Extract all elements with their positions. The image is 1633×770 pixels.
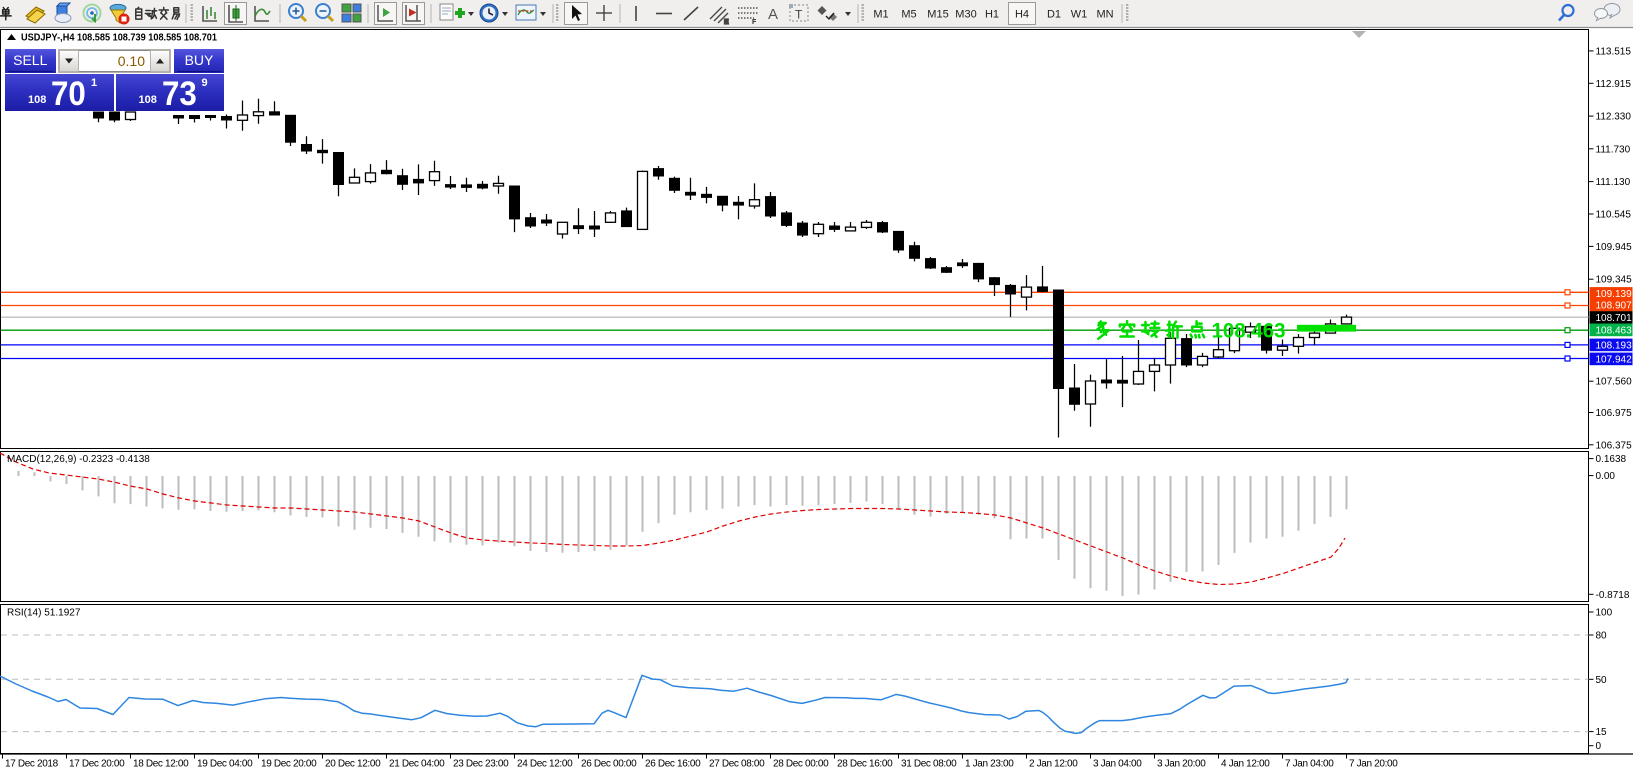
svg-text:109.345: 109.345 [1596,275,1633,286]
svg-text:17 Dec 2018: 17 Dec 2018 [5,759,59,770]
svg-text:17 Dec 20:00: 17 Dec 20:00 [69,759,125,770]
svg-text:19 Dec 20:00: 19 Dec 20:00 [261,759,317,770]
svg-text:RSI(14) 51.1927: RSI(14) 51.1927 [7,608,81,619]
svg-text:107.942: 107.942 [1596,354,1633,365]
svg-text:111.130: 111.130 [1596,177,1631,188]
svg-text:109.139: 109.139 [1596,289,1633,300]
svg-text:-0.8718: -0.8718 [1596,590,1630,601]
svg-text:3 Jan 20:00: 3 Jan 20:00 [1157,759,1206,770]
svg-text:1 Jan 23:00: 1 Jan 23:00 [965,759,1014,770]
svg-text:T: T [795,8,803,22]
svg-text:M15: M15 [927,9,948,21]
svg-text:H4: H4 [1015,9,1029,21]
svg-text:108.907: 108.907 [1596,301,1633,312]
svg-text:109.945: 109.945 [1596,242,1633,253]
svg-text:100: 100 [1596,608,1613,619]
svg-text:E: E [724,19,729,26]
svg-text:MN: MN [1096,9,1113,21]
svg-text:18 Dec 12:00: 18 Dec 12:00 [133,759,189,770]
svg-text:7 Jan 20:00: 7 Jan 20:00 [1349,759,1398,770]
svg-text:111.730: 111.730 [1596,144,1631,155]
svg-text:20 Dec 12:00: 20 Dec 12:00 [325,759,381,770]
svg-text:108.463: 108.463 [1212,320,1286,343]
svg-text:3 Jan 04:00: 3 Jan 04:00 [1093,759,1142,770]
svg-text:26 Dec 00:00: 26 Dec 00:00 [581,759,637,770]
svg-text:26 Dec 16:00: 26 Dec 16:00 [645,759,701,770]
svg-text:USDJPY-,H4 108.585 108.739 10: USDJPY-,H4 108.585 108.739 108.585 108.7… [21,32,217,44]
svg-text:D1: D1 [1047,9,1061,21]
svg-text:0: 0 [1596,741,1602,752]
svg-text:28 Dec 00:00: 28 Dec 00:00 [773,759,829,770]
svg-text:106.375: 106.375 [1596,440,1633,451]
svg-text:31 Dec 08:00: 31 Dec 08:00 [901,759,957,770]
svg-text:7 Jan 04:00: 7 Jan 04:00 [1285,759,1334,770]
svg-text:M5: M5 [901,9,916,21]
svg-text:110.545: 110.545 [1596,210,1632,221]
svg-text:21 Dec 04:00: 21 Dec 04:00 [389,759,445,770]
svg-text:H1: H1 [985,9,999,21]
svg-text:W1: W1 [1071,9,1088,21]
svg-text:0.00: 0.00 [1596,471,1616,482]
svg-text:MACD(12,26,9) -0.2323 -0.4138: MACD(12,26,9) -0.2323 -0.4138 [7,454,150,465]
svg-text:0.1638: 0.1638 [1596,454,1627,465]
svg-text:28 Dec 16:00: 28 Dec 16:00 [837,759,893,770]
svg-text:19 Dec 04:00: 19 Dec 04:00 [197,759,253,770]
svg-text:2 Jan 12:00: 2 Jan 12:00 [1029,759,1078,770]
svg-text:4 Jan 12:00: 4 Jan 12:00 [1221,759,1270,770]
svg-text:24 Dec 12:00: 24 Dec 12:00 [517,759,573,770]
svg-text:106.975: 106.975 [1596,408,1633,419]
svg-text:108.193: 108.193 [1596,340,1633,351]
svg-text:113.515: 113.515 [1596,46,1632,57]
svg-text:27 Dec 08:00: 27 Dec 08:00 [709,759,765,770]
svg-text:108.701: 108.701 [1596,313,1633,324]
svg-text:F: F [752,19,757,26]
svg-text:15: 15 [1596,727,1608,738]
svg-text:A: A [768,6,778,23]
svg-text:23 Dec 23:00: 23 Dec 23:00 [453,759,509,770]
svg-text:M30: M30 [955,9,976,21]
svg-text:107.560: 107.560 [1596,377,1633,388]
svg-text:50: 50 [1596,675,1608,686]
svg-text:M1: M1 [873,9,888,21]
svg-text:112.915: 112.915 [1596,79,1632,90]
svg-text:80: 80 [1596,631,1608,642]
svg-text:112.330: 112.330 [1596,112,1632,123]
svg-text:108.463: 108.463 [1596,325,1633,336]
